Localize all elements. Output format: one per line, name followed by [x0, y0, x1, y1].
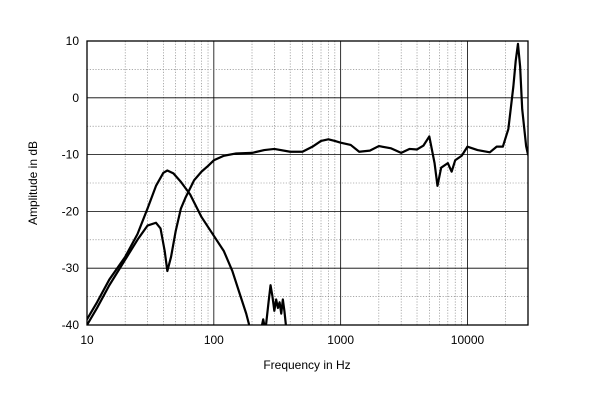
- data-lines: [87, 42, 528, 325]
- grid: [87, 41, 528, 325]
- x-axis-title: Frequency in Hz: [263, 358, 350, 372]
- plot-frame: [86, 40, 529, 326]
- y-tick-label: 0: [72, 91, 79, 105]
- y-tick-label: 10: [66, 34, 80, 48]
- series-line-1: [87, 42, 528, 325]
- y-axis-title: Amplitude in dB: [26, 141, 40, 225]
- y-tick-label: -20: [62, 204, 80, 218]
- series-line-2: [87, 169, 251, 325]
- x-tick-label: 10000: [451, 333, 485, 347]
- y-tick-label: -10: [62, 148, 80, 162]
- series-line-3: [260, 284, 287, 325]
- y-tick-label: -40: [62, 318, 80, 332]
- x-tick-label: 10: [80, 333, 94, 347]
- y-tick-label: -30: [62, 261, 80, 275]
- x-tick-label: 100: [204, 333, 224, 347]
- x-tick-label: 1000: [327, 333, 354, 347]
